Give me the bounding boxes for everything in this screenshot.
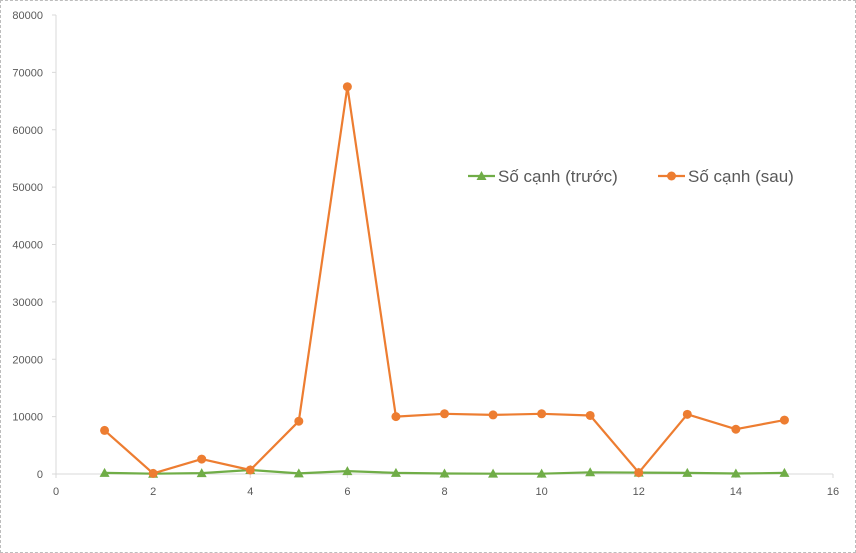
data-point xyxy=(342,466,353,476)
data-point xyxy=(585,410,595,420)
data-point xyxy=(390,467,401,477)
data-point xyxy=(634,468,644,478)
data-point xyxy=(779,467,790,477)
series-1 xyxy=(99,464,790,478)
x-tick-label: 8 xyxy=(441,486,447,498)
data-point xyxy=(488,468,499,478)
x-tick-label: 0 xyxy=(53,486,59,498)
y-tick-label: 0 xyxy=(37,469,43,481)
x-tick-label: 16 xyxy=(827,486,839,498)
data-point xyxy=(197,454,207,464)
x-tick-label: 6 xyxy=(344,486,350,498)
data-point xyxy=(196,468,207,478)
data-point xyxy=(99,467,110,477)
legend-label: Số cạnh (sau) xyxy=(688,167,794,186)
y-tick-label: 50000 xyxy=(12,182,43,194)
x-tick-label: 12 xyxy=(633,486,645,498)
x-tick-label: 14 xyxy=(730,486,742,498)
data-point xyxy=(391,412,401,422)
data-point xyxy=(293,468,304,478)
x-tick-label: 4 xyxy=(247,486,253,498)
y-tick-label: 20000 xyxy=(12,354,43,366)
y-tick-label: 30000 xyxy=(12,297,43,309)
series-layer xyxy=(99,82,790,478)
data-point xyxy=(730,468,741,478)
data-point xyxy=(100,425,110,435)
data-point xyxy=(585,467,596,477)
data-point xyxy=(682,409,692,419)
legend-marker xyxy=(476,171,487,180)
data-point xyxy=(440,409,449,419)
data-point xyxy=(488,410,498,420)
axes: 0 2 4 6 8 10 12 14 16 0 10000 20000 30000 40000 50000 6… xyxy=(12,10,839,498)
legend-item-1: Số cạnh (trước) xyxy=(468,167,618,186)
data-point xyxy=(148,468,158,478)
y-tick-label: 40000 xyxy=(12,240,43,252)
y-tick-label: 60000 xyxy=(12,125,43,137)
y-tick-label: 80000 xyxy=(12,10,43,22)
y-tick-label: 70000 xyxy=(12,67,43,79)
x-tick-label: 10 xyxy=(536,486,548,498)
legend-marker xyxy=(667,171,676,181)
legend-item-2: Số cạnh (sau) xyxy=(658,167,794,186)
data-point xyxy=(245,465,255,475)
data-point xyxy=(779,415,789,425)
data-point xyxy=(682,467,693,477)
data-point xyxy=(536,468,547,478)
legend-label: Số cạnh (trước) xyxy=(498,167,618,186)
data-point xyxy=(731,424,741,434)
series-2 xyxy=(100,82,789,478)
data-point xyxy=(537,409,547,419)
data-point xyxy=(294,416,304,426)
data-point xyxy=(342,82,352,92)
x-tick-label: 2 xyxy=(150,486,156,498)
legend: Số cạnh (trước) Số cạnh (sau) xyxy=(468,167,794,186)
data-point xyxy=(439,468,450,478)
y-tick-label: 10000 xyxy=(12,412,43,424)
